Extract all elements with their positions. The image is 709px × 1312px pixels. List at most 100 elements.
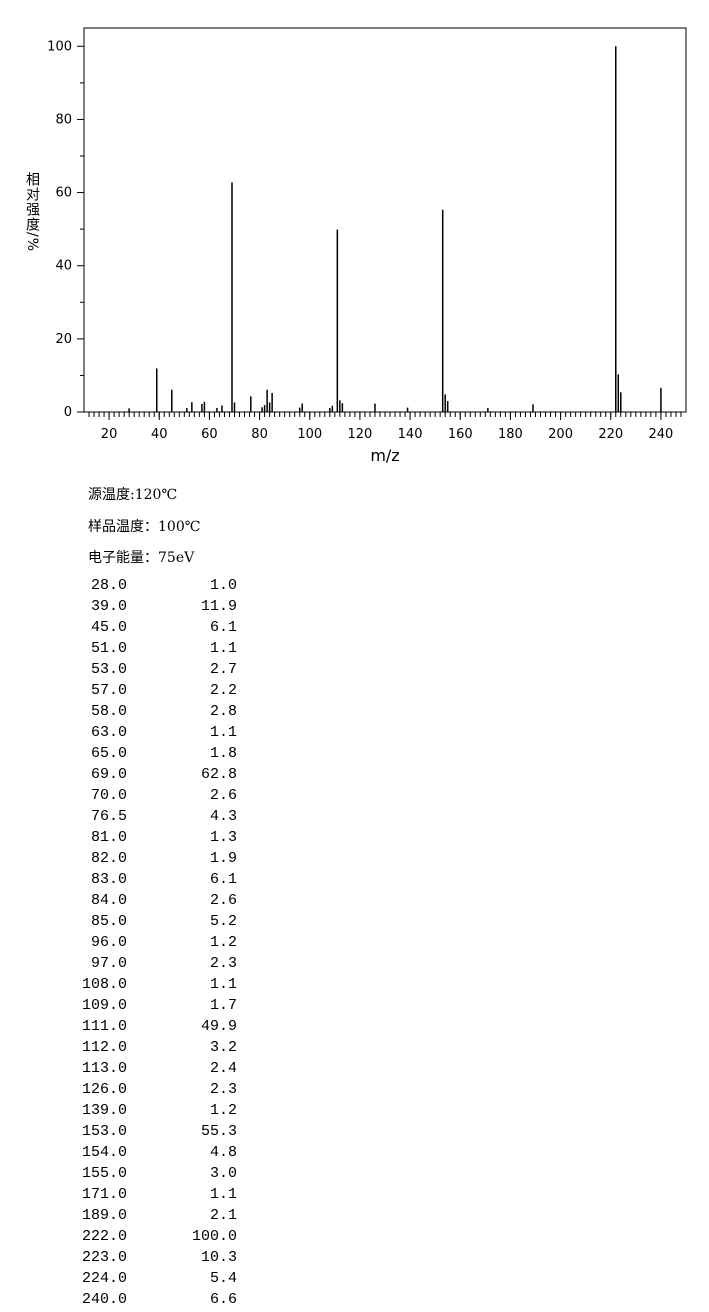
intensity-cell: 1.7 — [209, 997, 237, 1014]
mz-cell: 81.0 — [90, 829, 127, 846]
intensity-cell: 2.4 — [209, 1060, 237, 1077]
intensity-cell: 1.2 — [209, 1102, 237, 1119]
mz-cell: 126.0 — [81, 1081, 127, 1098]
intensity-cell: 2.7 — [209, 661, 237, 678]
intensity-cell: 6.1 — [209, 619, 237, 636]
x-tick-label: 220 — [598, 427, 623, 442]
table-row: 155.0 3.0 — [0, 1165, 300, 1186]
table-row: 153.0 55.3 — [0, 1123, 300, 1144]
table-row: 240.0 6.6 — [0, 1291, 300, 1312]
table-row: 96.0 1.2 — [0, 934, 300, 955]
intensity-cell: 1.2 — [209, 934, 237, 951]
mz-cell: 111.0 — [81, 1018, 127, 1035]
intensity-cell: 2.6 — [209, 892, 237, 909]
x-tick-label: 120 — [348, 427, 373, 442]
mz-cell: 84.0 — [90, 892, 127, 909]
intensity-cell: 55.3 — [200, 1123, 237, 1140]
table-row: 45.0 6.1 — [0, 619, 300, 640]
y-tick-label: 80 — [55, 112, 72, 127]
mz-cell: 155.0 — [81, 1165, 127, 1182]
mz-cell: 69.0 — [90, 766, 127, 783]
mz-cell: 83.0 — [90, 871, 127, 888]
x-tick-label: 240 — [649, 427, 674, 442]
mz-cell: 222.0 — [81, 1228, 127, 1245]
intensity-cell: 2.1 — [209, 1207, 237, 1224]
intensity-cell: 6.1 — [209, 871, 237, 888]
table-row: 65.0 1.8 — [0, 745, 300, 766]
table-row: 53.0 2.7 — [0, 661, 300, 682]
info-line: 电子能量：75eV — [88, 550, 195, 566]
table-row: 70.0 2.6 — [0, 787, 300, 808]
table-row: 154.0 4.8 — [0, 1144, 300, 1165]
chart: m/z 相对强度/% 0 20 40 60 80 100 20 40 60 80 100 120 140… — [24, 27, 687, 465]
table-row: 171.0 1.1 — [0, 1186, 300, 1207]
info-line: 样品温度：100℃ — [88, 518, 201, 535]
intensity-cell: 6.6 — [209, 1291, 237, 1308]
table-row: 224.0 5.4 — [0, 1270, 300, 1291]
y-tick-label: 0 — [64, 405, 72, 420]
intensity-cell: 3.2 — [209, 1039, 237, 1056]
table-row: 85.0 5.2 — [0, 913, 300, 934]
table-row: 81.0 1.3 — [0, 829, 300, 850]
table-row: 97.0 2.3 — [0, 955, 300, 976]
table-row: 28.0 1.0 — [0, 577, 300, 598]
mz-cell: 96.0 — [90, 934, 127, 951]
mz-cell: 65.0 — [90, 745, 127, 762]
mz-cell: 189.0 — [81, 1207, 127, 1224]
info-line: 源温度:120℃ — [88, 487, 178, 503]
mz-cell: 58.0 — [90, 703, 127, 720]
intensity-cell: 10.3 — [200, 1249, 237, 1266]
x-tick-label: 80 — [251, 427, 268, 442]
table-row: 83.0 6.1 — [0, 871, 300, 892]
mz-cell: 63.0 — [90, 724, 127, 741]
intensity-cell: 1.1 — [209, 976, 237, 993]
mz-cell: 51.0 — [90, 640, 127, 657]
mz-cell: 109.0 — [81, 997, 127, 1014]
intensity-cell: 11.9 — [200, 598, 237, 615]
table-row: 108.0 1.1 — [0, 976, 300, 997]
mz-cell: 240.0 — [81, 1291, 127, 1308]
intensity-cell: 1.0 — [209, 577, 237, 594]
y-tick-label: 100 — [47, 39, 72, 54]
x-axis-label: m/z — [370, 446, 399, 465]
x-tick-label: 100 — [297, 427, 322, 442]
intensity-cell: 1.1 — [209, 724, 237, 741]
mz-cell: 57.0 — [90, 682, 127, 699]
mz-cell: 113.0 — [81, 1060, 127, 1077]
mz-cell: 223.0 — [81, 1249, 127, 1266]
mz-cell: 53.0 — [90, 661, 127, 678]
mz-cell: 153.0 — [81, 1123, 127, 1140]
table-row: 84.0 2.6 — [0, 892, 300, 913]
table-row: 57.0 2.2 — [0, 682, 300, 703]
intensity-cell: 5.4 — [209, 1270, 237, 1287]
table-row: 113.0 2.4 — [0, 1060, 300, 1081]
intensity-cell: 2.3 — [209, 1081, 237, 1098]
intensity-cell: 1.3 — [209, 829, 237, 846]
intensity-cell: 1.9 — [209, 850, 237, 867]
intensity-cell: 4.8 — [209, 1144, 237, 1161]
table-row: 82.0 1.9 — [0, 850, 300, 871]
table-row: 126.0 2.3 — [0, 1081, 300, 1102]
intensity-cell: 4.3 — [209, 808, 237, 825]
table-row: 51.0 1.1 — [0, 640, 300, 661]
intensity-cell: 2.8 — [209, 703, 237, 720]
intensity-cell: 3.0 — [209, 1165, 237, 1182]
x-tick-label: 60 — [201, 427, 218, 442]
intensity-cell: 100.0 — [191, 1228, 237, 1245]
x-tick-label: 140 — [398, 427, 423, 442]
mz-cell: 70.0 — [90, 787, 127, 804]
intensity-cell: 1.1 — [209, 1186, 237, 1203]
intensity-cell: 1.1 — [209, 640, 237, 657]
table-row: 39.0 11.9 — [0, 598, 300, 619]
mz-cell: 224.0 — [81, 1270, 127, 1287]
mz-cell: 112.0 — [81, 1039, 127, 1056]
table-row: 109.0 1.7 — [0, 997, 300, 1018]
intensity-cell: 49.9 — [200, 1018, 237, 1035]
x-tick-label: 200 — [548, 427, 573, 442]
mz-cell: 97.0 — [90, 955, 127, 972]
y-tick-label: 20 — [55, 332, 72, 347]
mz-cell: 85.0 — [90, 913, 127, 930]
table-row: 223.0 10.3 — [0, 1249, 300, 1270]
intensity-cell: 2.3 — [209, 955, 237, 972]
table-row: 112.0 3.2 — [0, 1039, 300, 1060]
